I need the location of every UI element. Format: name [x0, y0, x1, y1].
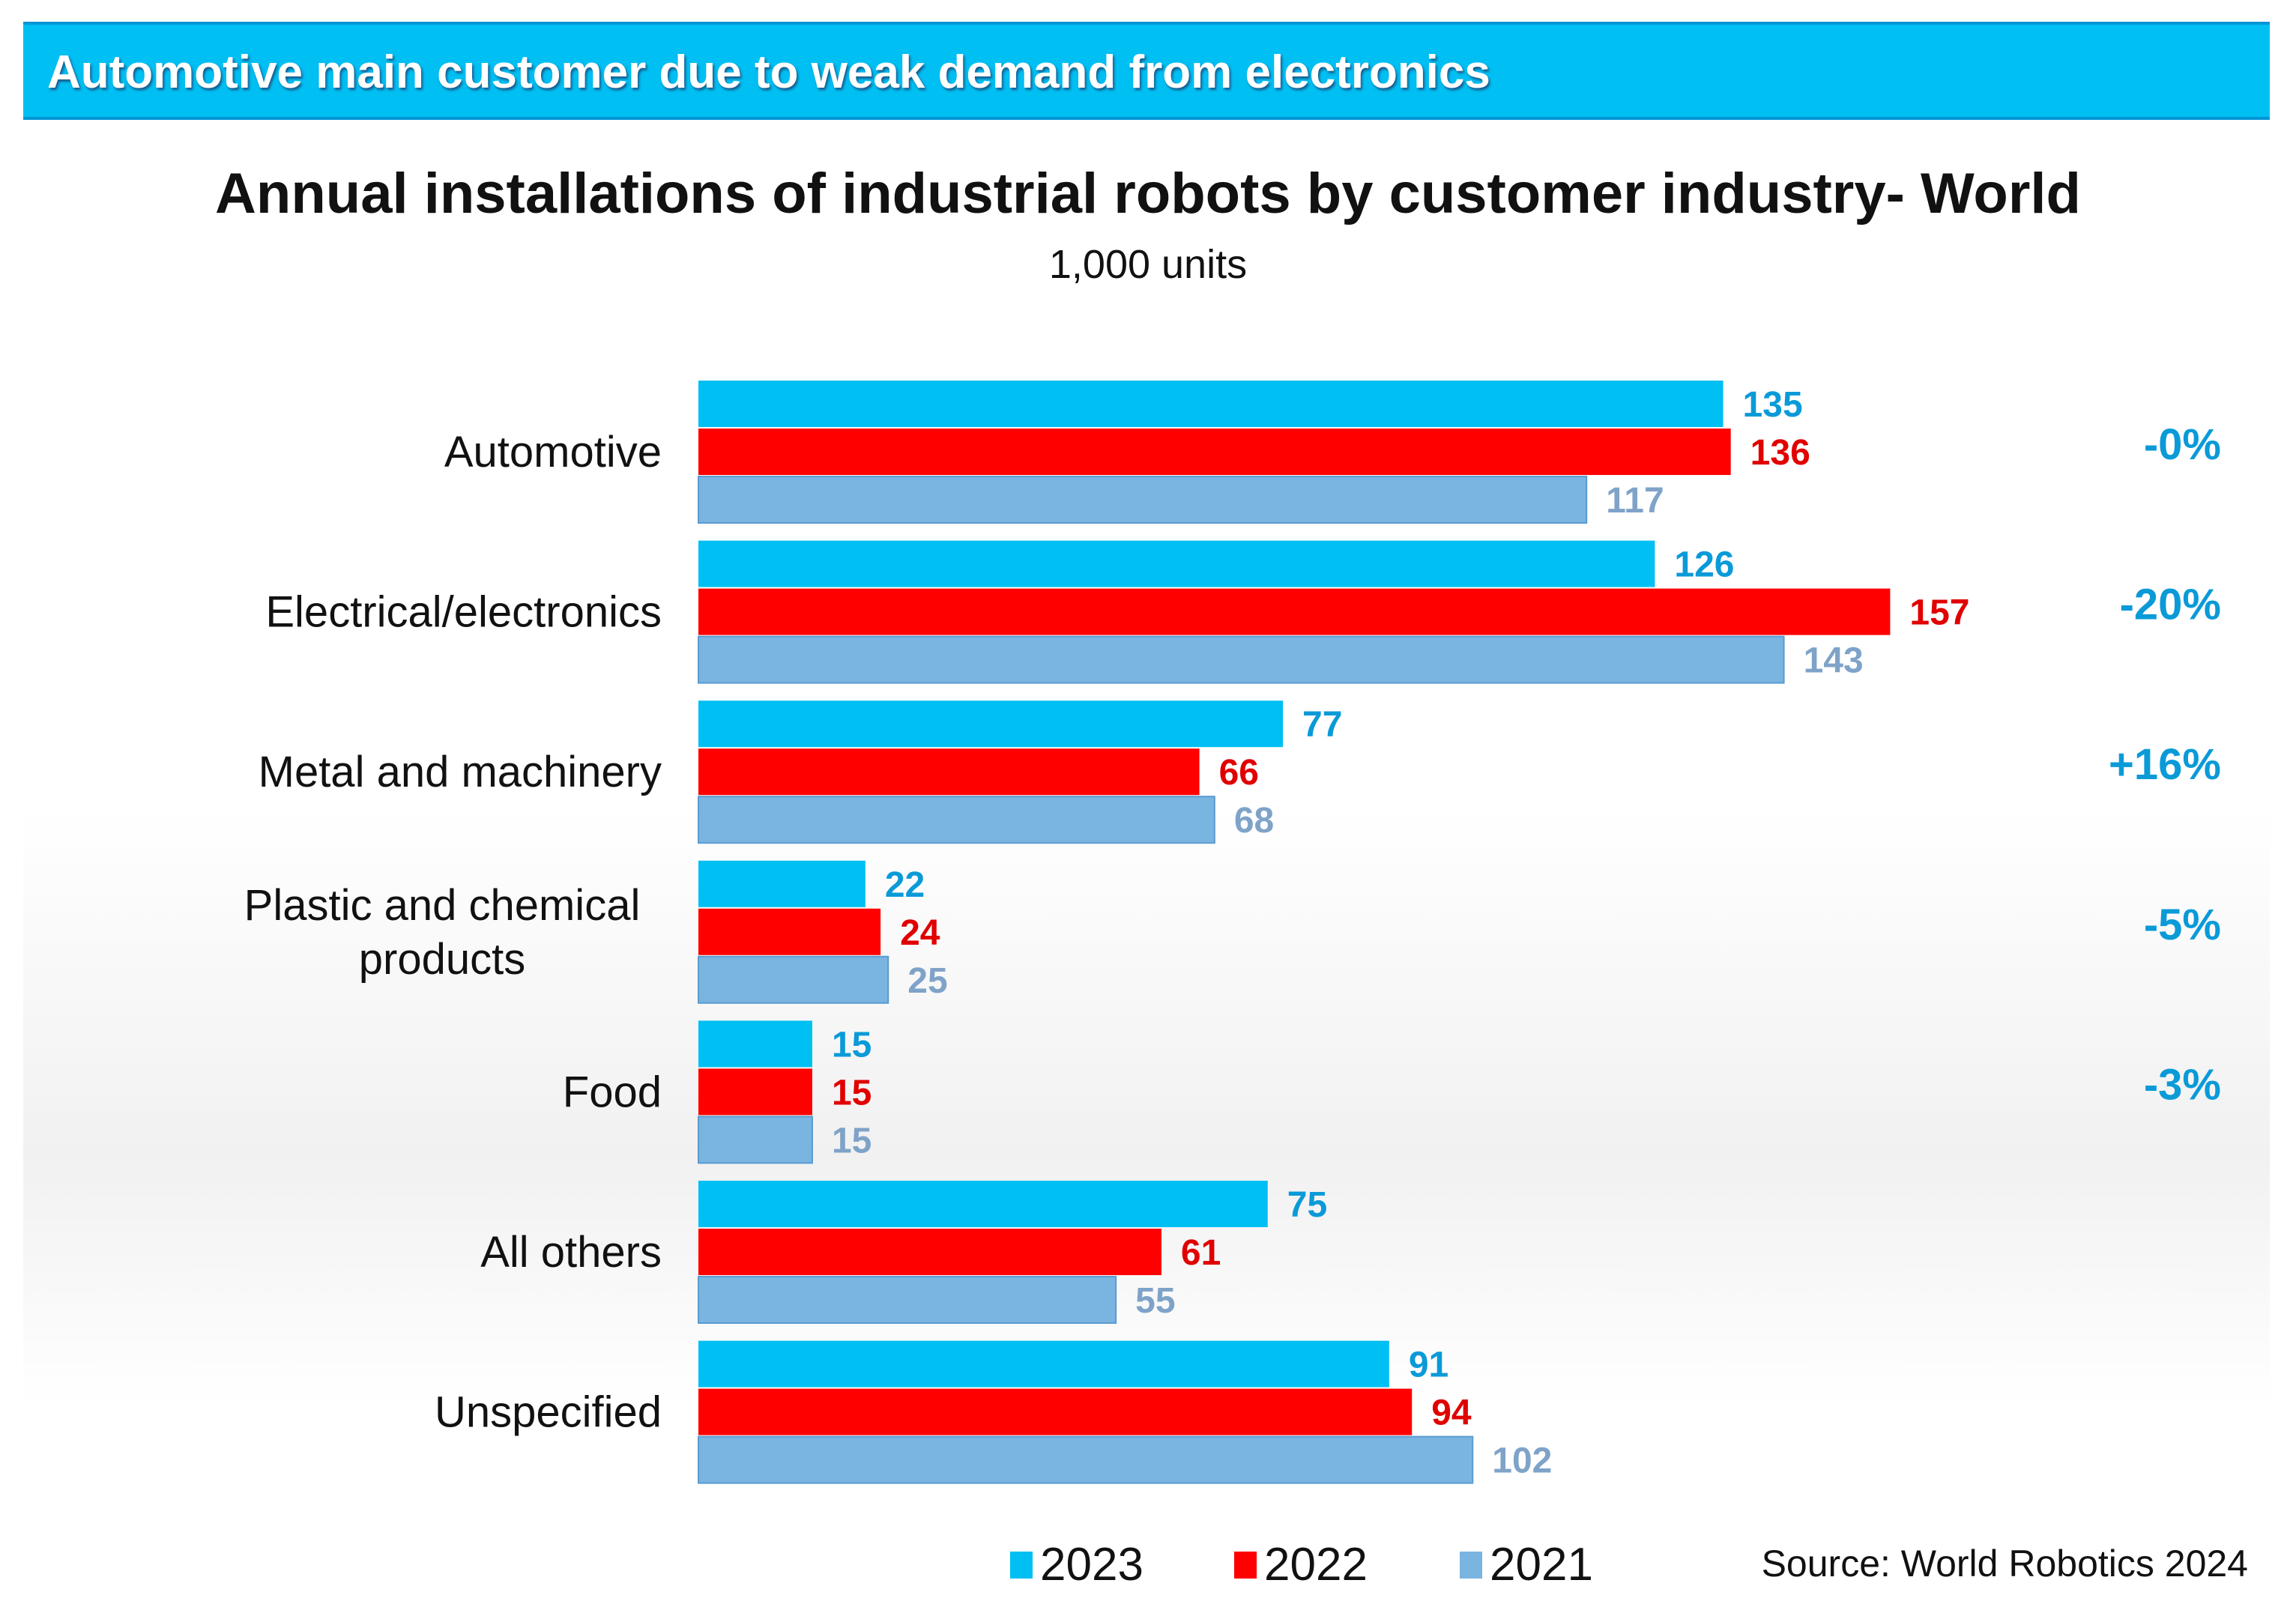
- bar-2023: [698, 540, 1655, 587]
- value-label-2021: 143: [1804, 641, 1864, 681]
- value-label-2021: 15: [832, 1121, 871, 1160]
- change-label: -20%: [2120, 581, 2221, 629]
- bar-2021: [698, 1116, 813, 1164]
- change-label: +16%: [2109, 740, 2221, 789]
- value-label-2023: 75: [1287, 1185, 1327, 1225]
- value-label-2022: 15: [832, 1073, 871, 1113]
- bar-2021: [698, 1276, 1117, 1324]
- value-label-2023: 22: [885, 865, 925, 905]
- value-label-2021: 117: [1606, 481, 1664, 521]
- bar-2022: [698, 908, 881, 955]
- category-label: Food: [563, 1068, 662, 1116]
- bar-2023: [698, 1181, 1268, 1227]
- value-label-2023: 126: [1674, 545, 1734, 585]
- value-label-2021: 102: [1492, 1441, 1552, 1481]
- legend-item-2022: 2022: [1234, 1538, 1368, 1591]
- bar-2022: [698, 1229, 1161, 1275]
- bar-2023: [698, 1340, 1389, 1387]
- value-label-2021: 55: [1135, 1281, 1175, 1321]
- bar-2022: [698, 429, 1731, 475]
- legend-swatch: [1234, 1551, 1257, 1579]
- source-note: Source: World Robotics 2024: [1761, 1543, 2248, 1585]
- value-label-2022: 24: [900, 913, 940, 953]
- change-label: -0%: [2144, 420, 2221, 469]
- legend-swatch: [1460, 1551, 1482, 1579]
- headline-banner: Automotive main customer due to weak dem…: [23, 22, 2270, 120]
- legend-swatch: [1010, 1551, 1033, 1579]
- bar-2021: [698, 955, 889, 1004]
- category-label: Plastic and chemical: [244, 881, 641, 930]
- category-label: products: [359, 935, 525, 984]
- category-label: Metal and machinery: [259, 748, 662, 796]
- category-label: Electrical/electronics: [265, 588, 662, 637]
- value-label-2022: 66: [1219, 753, 1259, 793]
- value-label-2022: 136: [1750, 433, 1810, 473]
- value-label-2022: 94: [1431, 1393, 1472, 1433]
- category-label: All others: [480, 1228, 662, 1277]
- headline-text: Automotive main customer due to weak dem…: [47, 46, 1490, 98]
- value-label-2021: 25: [907, 961, 947, 1001]
- bar-2023: [698, 381, 1723, 427]
- change-label: -5%: [2144, 901, 2221, 949]
- category-label: Automotive: [444, 428, 662, 476]
- legend-item-2023: 2023: [1010, 1538, 1144, 1591]
- bar-2021: [698, 796, 1215, 844]
- bar-2021: [698, 1435, 1474, 1484]
- value-label-2022: 157: [1909, 593, 1969, 633]
- value-label-2023: 135: [1743, 385, 1803, 425]
- value-label-2021: 68: [1234, 801, 1274, 841]
- legend-label: 2021: [1490, 1539, 1593, 1591]
- bar-2022: [698, 588, 1891, 635]
- legend-label: 2023: [1040, 1539, 1144, 1591]
- bar-2022: [698, 748, 1200, 796]
- bar-2023: [698, 700, 1284, 748]
- chart-subtitle: 1,000 units: [1048, 242, 1248, 287]
- bar-2022: [698, 1388, 1413, 1435]
- bar-2023: [698, 860, 865, 907]
- value-label-2023: 15: [832, 1025, 871, 1065]
- legend-item-2021: 2021: [1460, 1538, 1593, 1591]
- bar-2021: [698, 635, 1785, 684]
- bar-2022: [698, 1068, 812, 1116]
- legend-label: 2022: [1264, 1539, 1368, 1591]
- bar-2023: [698, 1020, 812, 1068]
- category-label: Unspecified: [435, 1388, 662, 1437]
- value-label-2023: 77: [1302, 705, 1342, 745]
- value-label-2023: 91: [1409, 1346, 1448, 1385]
- change-label: -3%: [2144, 1060, 2221, 1109]
- bar-2021: [698, 476, 1588, 524]
- chart-title: Annual installations of industrial robot…: [215, 162, 2081, 226]
- value-label-2022: 61: [1181, 1233, 1221, 1273]
